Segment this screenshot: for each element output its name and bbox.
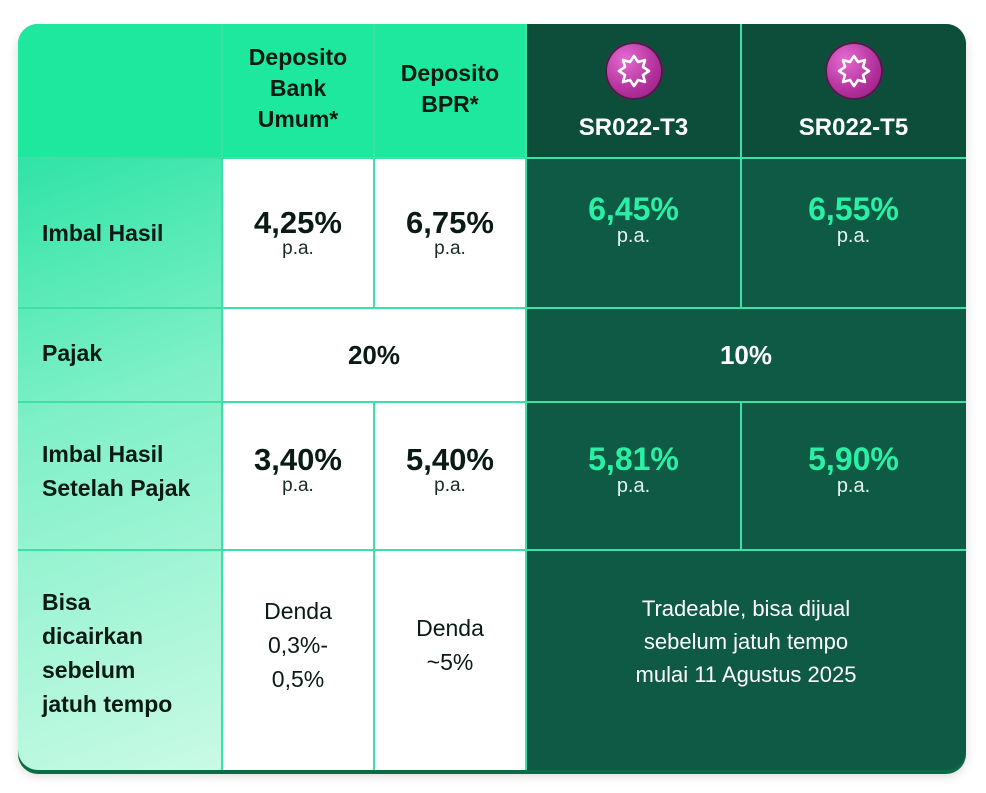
comparison-table: Deposito Bank Umum* Deposito BPR* SR022-… [18, 24, 966, 770]
cell-imbal-bpr: 6,75% p.a. [406, 205, 494, 259]
row-label-bisa-dicairkan: Bisa dicairkan sebelum jatuh tempo [42, 589, 173, 717]
grid-line [740, 24, 742, 308]
grid-line [18, 549, 966, 551]
row-label-pajak: Pajak [42, 340, 103, 366]
cell-pajak-deposito: 20% [347, 339, 401, 370]
grid-line [18, 401, 966, 403]
cell-setelah-bpr: 5,40% p.a. [406, 442, 494, 496]
cell-cair-sr: Tradeable, bisa dijual sebelum jatuh tem… [635, 595, 857, 687]
header-sr022-t3: SR022-T3 [526, 24, 741, 158]
grid-line [525, 24, 527, 770]
grid-line [18, 157, 966, 159]
header-deposito-bank-umum: Deposito Bank Umum* [248, 44, 348, 132]
cell-setelah-bank: 3,40% p.a. [254, 442, 342, 496]
cell-cair-bpr: Denda ~5% [416, 615, 484, 675]
header-dark-bg [526, 24, 966, 158]
cell-setelah-t5: 5,90% p.a. [808, 441, 899, 497]
header-deposito-bpr: Deposito BPR* [400, 60, 500, 117]
row-label-setelah-pajak: Imbal Hasil Setelah Pajak [42, 441, 191, 501]
grid-line [221, 24, 223, 770]
cell-imbal-t3: 6,45% p.a. [588, 191, 679, 247]
grid-line [18, 307, 966, 309]
header-light-bg [18, 24, 526, 158]
grid-line [373, 24, 375, 308]
cell-imbal-bank: 4,25% p.a. [254, 205, 342, 259]
cell-setelah-t3: 5,81% p.a. [588, 441, 679, 497]
label-column-bg [18, 158, 222, 770]
star-badge-icon [604, 42, 663, 100]
cell-cair-bank: Denda 0,3%- 0,5% [264, 598, 332, 692]
grid-line [740, 402, 742, 550]
header-sr022-t5: SR022-T5 [741, 24, 966, 158]
cell-pajak-sr: 10% [719, 339, 773, 370]
sbsn-block-bg [526, 158, 966, 770]
cell-imbal-t5: 6,55% p.a. [808, 191, 899, 247]
grid-line [373, 402, 375, 770]
row-label-imbal-hasil: Imbal Hasil [42, 220, 164, 246]
star-badge-icon [824, 42, 883, 100]
